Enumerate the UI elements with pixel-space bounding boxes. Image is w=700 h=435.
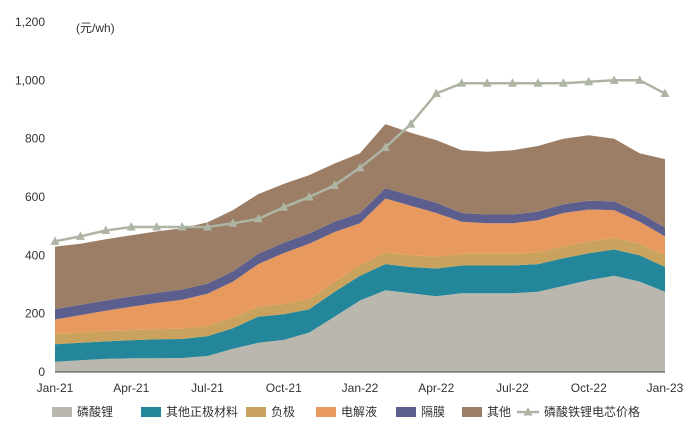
y-tick-label: 0 (38, 365, 45, 379)
legend-triangle-icon (523, 407, 533, 416)
y-tick-label: 400 (25, 248, 45, 262)
price-point-24 (660, 88, 670, 97)
x-tick-label: Jul-22 (496, 381, 529, 395)
price-point-8 (253, 213, 263, 223)
price-point-6 (203, 222, 212, 231)
x-tick-label: Apr-22 (418, 381, 454, 395)
price-point-4 (152, 222, 162, 231)
y-tick-label: 800 (25, 132, 45, 146)
price-point-7 (228, 218, 238, 227)
price-point-21 (584, 76, 594, 86)
price-point-0 (50, 236, 60, 245)
price-point-3 (126, 222, 136, 231)
legend-swatch (141, 407, 161, 417)
price-point-1 (75, 231, 85, 240)
unit-label: (元/wh) (76, 21, 115, 35)
legend-swatch (396, 407, 416, 417)
x-axis-ticks: Jan-21 Apr-21 Jul-21 Oct-21 Jan-22 Apr-22 Jul-… (37, 381, 684, 395)
y-tick-label: 1,200 (15, 15, 45, 29)
price-point-20 (558, 78, 568, 87)
x-tick-label: Jul-21 (191, 381, 224, 395)
stacked-areas (55, 124, 665, 372)
price-point-22 (609, 75, 619, 84)
area-series-2 (55, 237, 665, 345)
price-line-layer (50, 75, 670, 245)
y-axis-ticks: 0 200 400 600 800 1,000 1,200 (15, 15, 45, 379)
x-tick-label: Jan-21 (37, 381, 74, 395)
price-point-15 (431, 88, 441, 97)
y-tick-label: 200 (25, 307, 45, 321)
x-tick-label: Oct-22 (571, 381, 607, 395)
legend-swatch (246, 407, 266, 417)
area-series-5 (55, 124, 665, 310)
price-point-18 (508, 78, 517, 87)
price-point-23 (635, 75, 645, 84)
area-series-1 (55, 249, 665, 362)
price-point-16 (457, 78, 467, 87)
legend-label: 磷酸锂 (77, 404, 113, 419)
x-tick-label: Oct-21 (266, 381, 302, 395)
legend-label: 其他正极材料 (166, 405, 238, 419)
price-point-17 (482, 78, 492, 87)
price-point-2 (101, 225, 111, 235)
legend-swatch (52, 407, 72, 417)
price-point-14 (406, 119, 416, 128)
legend-label: 负极 (271, 405, 295, 419)
price-point-5 (177, 222, 187, 231)
area-series-0 (55, 275, 665, 372)
price-point-10 (304, 192, 314, 201)
x-tick-label: Apr-21 (113, 381, 149, 395)
price-point-13 (380, 142, 390, 151)
y-tick-label: 600 (25, 190, 45, 204)
y-tick-label: 1,000 (15, 73, 45, 87)
price-point-19 (533, 78, 543, 87)
legend: 磷酸锂 其他正极材料 负极 电解液 隔膜 其他 磷酸铁锂电芯价格 (52, 404, 640, 419)
legend-swatch (316, 407, 336, 417)
legend-label: 电解液 (341, 404, 377, 419)
area-series-4 (55, 188, 665, 320)
price-point-11 (330, 180, 340, 189)
x-tick-label: Jan-23 (647, 381, 684, 395)
legend-label: 磷酸铁锂电芯价格 (544, 404, 640, 419)
legend-label: 隔膜 (421, 405, 445, 419)
legend-swatch (462, 407, 482, 417)
area-series-3 (55, 198, 665, 335)
legend-label: 其他 (487, 405, 511, 419)
price-point-9 (279, 202, 289, 211)
price-point-12 (355, 162, 365, 172)
x-tick-label: Jan-22 (342, 381, 379, 395)
